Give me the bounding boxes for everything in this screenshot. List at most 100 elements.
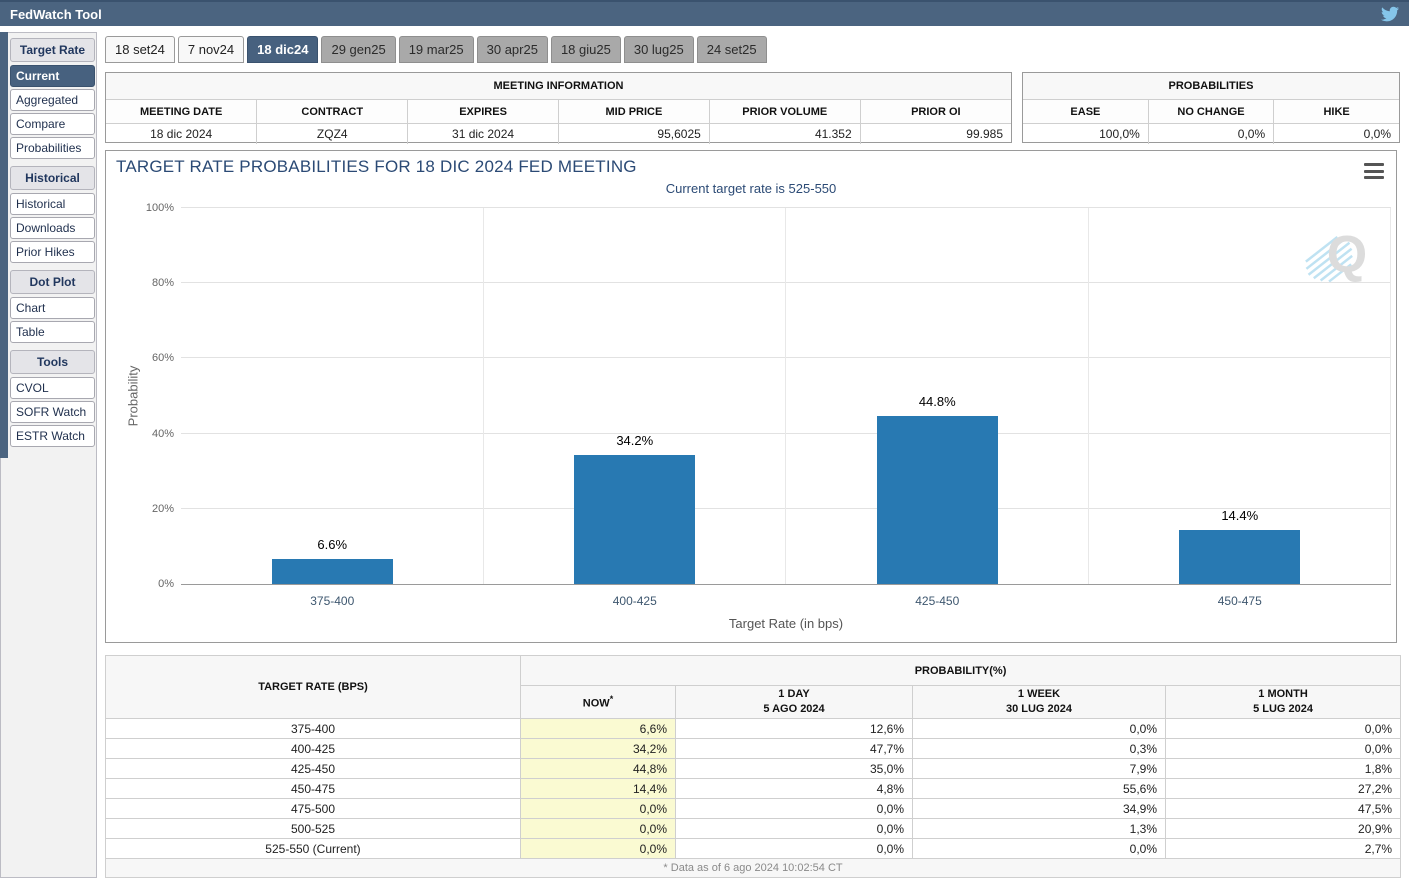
- tab-29-gen25[interactable]: 29 gen25: [321, 36, 396, 63]
- x-tick-label: 375-400: [310, 594, 355, 608]
- bar-value-label: 14.4%: [1221, 507, 1259, 523]
- sidebar-item-historical[interactable]: Historical: [10, 193, 95, 215]
- week-cell: 0,0%: [912, 838, 1166, 859]
- tab-18-dic24[interactable]: 18 dic24: [247, 36, 319, 63]
- tab-24-set25[interactable]: 24 set25: [696, 36, 767, 63]
- sidebar-accent-strip: [0, 32, 8, 458]
- now-asterisk: *: [609, 693, 614, 704]
- app-title: FedWatch Tool: [10, 6, 102, 22]
- meeting-info-title: MEETING INFORMATION: [106, 73, 1011, 100]
- tab-18-set24[interactable]: 18 set24: [105, 36, 175, 63]
- sidebar-item-prior-hikes[interactable]: Prior Hikes: [10, 241, 95, 263]
- now-cell: 0,0%: [520, 838, 676, 859]
- prob-summary-value-ease: 100,0%: [1023, 123, 1149, 144]
- y-tick-label: 0%: [158, 578, 174, 590]
- prob-summary-col-hike: HIKE: [1273, 100, 1399, 124]
- tab-18-giu25[interactable]: 18 giu25: [550, 36, 621, 63]
- quikstrike-watermark-icon: Q: [1305, 226, 1367, 284]
- day-cell: 47,7%: [675, 738, 913, 759]
- day-cell: 35,0%: [675, 758, 913, 779]
- hamburger-icon: [1364, 169, 1384, 173]
- week-cell: 34,9%: [912, 798, 1166, 819]
- meeting-info-value-prior-volume: 41.352: [708, 123, 861, 144]
- chart-title: TARGET RATE PROBABILITIES FOR 18 DIC 202…: [116, 157, 637, 176]
- bar-375-400[interactable]: [271, 559, 393, 584]
- table-footnote-row: * Data as of 6 ago 2024 10:02:54 CT: [104, 858, 1402, 878]
- prob-summary-value-row: 100,0% 0,0% 0,0%: [1023, 123, 1399, 144]
- prob-summary-value-hike: 0,0%: [1273, 123, 1399, 144]
- table-row-400-425: 400-425 34,2% 47,7% 0,3% 0,0%: [105, 738, 1402, 759]
- tab-19-mar25[interactable]: 19 mar25: [398, 36, 474, 63]
- y-axis-title: Probability: [125, 365, 141, 427]
- bar-chart-plot-area: Probability Target Rate (in bps) Q 0% 20%…: [126, 202, 1391, 631]
- prob-summary-col-ease: EASE: [1023, 100, 1149, 124]
- probabilities-summary-title: PROBABILITIES: [1023, 73, 1399, 100]
- x-gridline: [785, 208, 786, 584]
- probabilities-summary-panel: PROBABILITIES EASE NO CHANGE HIKE 100,0% 0,0…: [1022, 72, 1400, 144]
- day-cell: 0,0%: [675, 838, 913, 859]
- table-row-475-500: 475-500 0,0% 0,0% 34,9% 47,5%: [105, 798, 1402, 819]
- y-gridline: [181, 282, 1391, 284]
- bar-450-475[interactable]: [1179, 529, 1301, 584]
- sidebar-item-downloads[interactable]: Downloads: [10, 217, 95, 239]
- month-cell: 2,7%: [1164, 838, 1402, 859]
- tab-30-lug25[interactable]: 30 lug25: [623, 36, 694, 63]
- x-axis-title: Target Rate (in bps): [728, 616, 844, 631]
- prob-summary-header-row: EASE NO CHANGE HIKE: [1023, 100, 1399, 124]
- sidebar: Target Rate Current Aggregated Compare Proba…: [8, 38, 97, 449]
- sidebar-item-current[interactable]: Current: [10, 65, 95, 87]
- rate-cell: 375-400: [105, 718, 521, 739]
- probability-group-header: PROBABILITY(%): [519, 655, 1402, 686]
- tab-7-nov24[interactable]: 7 nov24: [177, 36, 245, 63]
- sidebar-item-aggregated[interactable]: Aggregated: [10, 89, 95, 111]
- y-gridline: [181, 507, 1391, 509]
- meeting-info-table: MEETING DATE CONTRACT EXPIRES MID PRICE PRIO…: [106, 100, 1011, 144]
- sidebar-item-compare[interactable]: Compare: [10, 113, 95, 135]
- table-row-500-525: 500-525 0,0% 0,0% 1,3% 20,9%: [105, 818, 1402, 839]
- twitter-icon[interactable]: [1381, 5, 1399, 23]
- table-row-425-450: 425-450 44,8% 35,0% 7,9% 1,8%: [105, 758, 1402, 779]
- month-cell: 0,0%: [1164, 738, 1402, 759]
- now-cell: 6,6%: [520, 718, 676, 739]
- sidebar-item-table[interactable]: Table: [10, 321, 95, 343]
- day-cell: 0,0%: [675, 818, 913, 839]
- meeting-info-value-prior-oi: 99.985: [859, 123, 1011, 144]
- month-cell: 47,5%: [1164, 798, 1402, 819]
- meeting-info-value-row: 18 dic 2024 ZQZ4 31 dic 2024 95,6025 41.352 9…: [106, 123, 1011, 144]
- sidebar-item-estr-watch[interactable]: ESTR Watch: [10, 425, 95, 447]
- bar-400-425[interactable]: [574, 455, 696, 584]
- history-column-header-1-week: 1 WEEK 30 LUG 2024: [912, 685, 1166, 719]
- bar-425-450[interactable]: [876, 415, 998, 584]
- tab-30-apr25[interactable]: 30 apr25: [476, 36, 548, 63]
- rate-cell: 425-450: [105, 758, 521, 779]
- table-row-450-475: 450-475 14,4% 4,8% 55,6% 27,2%: [105, 778, 1402, 799]
- bar-value-label: 6.6%: [317, 537, 348, 553]
- sidebar-item-cvol[interactable]: CVOL: [10, 377, 95, 399]
- now-column-header: NOW*: [520, 685, 676, 719]
- day-cell: 12,6%: [675, 718, 913, 739]
- sidebar-item-chart[interactable]: Chart: [10, 297, 95, 319]
- meeting-info-col-contract: CONTRACT: [256, 100, 409, 124]
- sidebar-item-probabilities[interactable]: Probabilities: [10, 137, 95, 159]
- month-cell: 1,8%: [1164, 758, 1402, 779]
- table-row-375-400: 375-400 6,6% 12,6% 0,0% 0,0%: [105, 718, 1402, 739]
- chart-menu-button[interactable]: [1364, 163, 1384, 179]
- week-cell: 7,9%: [912, 758, 1166, 779]
- meeting-info-value-meeting-date: 18 dic 2024: [106, 123, 258, 144]
- history-column-header-1-day: 1 DAY 5 AGO 2024: [675, 685, 913, 719]
- sidebar-section-dot-plot: Dot Plot: [10, 270, 95, 294]
- meeting-info-col-expires: EXPIRES: [407, 100, 559, 124]
- now-cell: 34,2%: [520, 738, 676, 759]
- week-cell: 0,3%: [912, 738, 1166, 759]
- meeting-info-col-meeting-date: MEETING DATE: [106, 100, 258, 124]
- week-cell: 1,3%: [912, 818, 1166, 839]
- sidebar-item-sofr-watch[interactable]: SOFR Watch: [10, 401, 95, 423]
- y-gridline: [181, 357, 1391, 359]
- now-cell: 14,4%: [520, 778, 676, 799]
- now-cell: 44,8%: [520, 758, 676, 779]
- svg-text:Q: Q: [1327, 226, 1367, 284]
- bar-value-label: 34.2%: [616, 433, 654, 449]
- day-cell: 4,8%: [675, 778, 913, 799]
- meeting-info-panel: MEETING INFORMATION MEETING DATE CONTRACT…: [105, 72, 1012, 144]
- now-cell: 0,0%: [520, 798, 676, 819]
